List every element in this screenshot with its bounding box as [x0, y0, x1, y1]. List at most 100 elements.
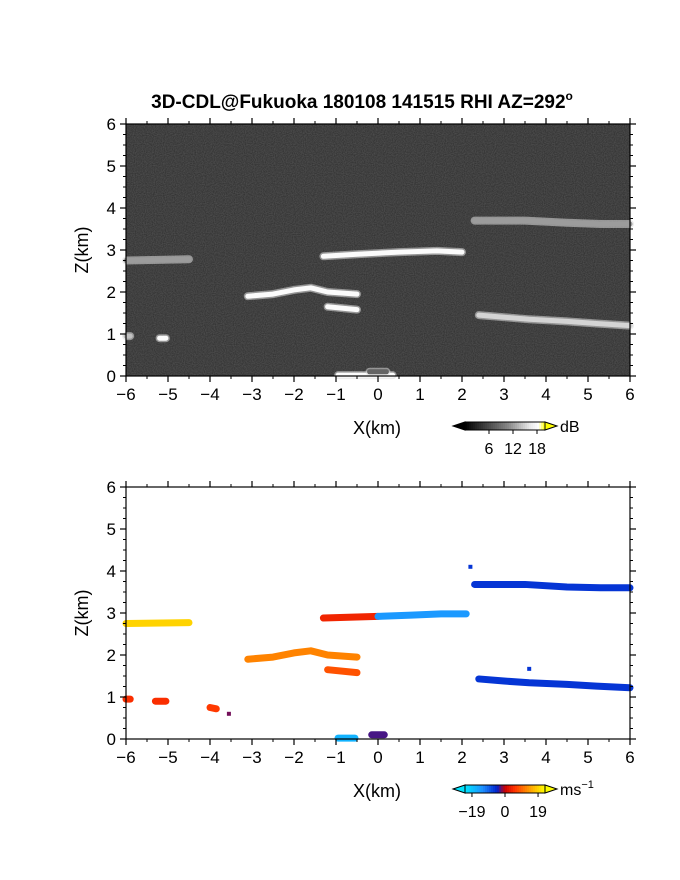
dop-colorbar-segment — [473, 785, 476, 793]
dop-colorbar-segment — [471, 785, 474, 793]
dop-colorbar-segment — [527, 785, 530, 793]
doppler-x-ticks: −6 −5 −4 −3 −2 −1 0 1 2 3 4 5 6 — [116, 481, 635, 767]
snr-colorbar-segment — [539, 422, 542, 430]
dop-x-tick-label: −2 — [284, 748, 303, 767]
snr-colorbar-segment — [483, 422, 486, 430]
dop-colorbar-segment — [521, 785, 524, 793]
dop-colorbar-segment — [487, 785, 490, 793]
dop-colorbar-segment — [467, 785, 470, 793]
snr-colorbar-segment — [497, 422, 500, 430]
dop-y-tick-label: 1 — [107, 688, 116, 707]
dop-y-tick-label: 4 — [107, 562, 116, 581]
snr-y-tick-label: 0 — [107, 367, 116, 386]
dop-colorbar-segment — [485, 785, 488, 793]
snr-marks — [122, 216, 634, 380]
snr-x-axis-label: X(km) — [353, 418, 401, 438]
doppler-x-axis-label: X(km) — [353, 781, 401, 801]
dop-y-tick-label: 3 — [107, 604, 116, 623]
snr-layer-2 — [325, 304, 360, 313]
snr-colorbar-segment — [473, 422, 476, 430]
snr-x-tick-label: −4 — [200, 385, 219, 404]
dop-y-tick-label: 0 — [107, 730, 116, 749]
dop-colorbar-segment — [503, 785, 506, 793]
dop-colorbar-segment — [535, 785, 538, 793]
dop-colorbar-segment — [477, 785, 480, 793]
snr-colorbar-segment — [481, 422, 484, 430]
snr-colorbar-segment — [527, 422, 530, 430]
dop-x-tick-label: 5 — [583, 748, 592, 767]
figure-title: 3D-CDL@Fukuoka 180108 141515 RHI AZ=292o — [151, 89, 573, 113]
dop-x-tick-label: 1 — [415, 748, 424, 767]
dop-layer-5 — [471, 580, 634, 592]
dop-x-tick-label: 4 — [541, 748, 550, 767]
snr-colorbar-segment — [529, 422, 532, 430]
dop-colorbar-segment — [507, 785, 510, 793]
dop-colorbar-segment — [513, 785, 516, 793]
snr-colorbar-segment — [487, 422, 490, 430]
snr-colorbar-segment — [469, 422, 472, 430]
snr-y-tick-label: 6 — [107, 115, 116, 134]
snr-colorbar-segment — [543, 422, 546, 430]
dop-layer-6 — [475, 675, 634, 692]
dop-x-tick-label: −4 — [200, 748, 219, 767]
snr-y-tick-label: 4 — [107, 199, 116, 218]
dop-layer-12 — [468, 564, 473, 569]
dop-layer-2 — [324, 666, 361, 677]
dop-colorbar-segment — [501, 785, 504, 793]
snr-colorbar-segment — [471, 422, 474, 430]
dop-colorbar-segment — [525, 785, 528, 793]
snr-colorbar-segment — [467, 422, 470, 430]
snr-colorbar-segment — [521, 422, 524, 430]
dop-layer-14 — [206, 704, 220, 713]
dop-colorbar-segment — [515, 785, 518, 793]
dop-colorbar-segment — [475, 785, 478, 793]
snr-colorbar-segment — [541, 422, 544, 430]
dop-colorbar-segment — [523, 785, 526, 793]
snr-colorbar-segment — [531, 422, 534, 430]
snr-x-tick-label: −2 — [284, 385, 303, 404]
snr-x-tick-label: −6 — [116, 385, 135, 404]
dop-colorbar-tick-label: 19 — [529, 804, 547, 821]
dop-colorbar-segment — [509, 785, 512, 793]
snr-y-axis-label: Z(km) — [72, 227, 92, 274]
dop-colorbar-tick-label: 0 — [501, 804, 510, 821]
snr-x-tick-label: 5 — [583, 385, 592, 404]
snr-colorbar-tick-label: 6 — [485, 441, 494, 458]
dop-x-tick-label: 2 — [457, 748, 466, 767]
dop-colorbar-segment — [469, 785, 472, 793]
snr-x-tick-label: −5 — [158, 385, 177, 404]
snr-x-ticks: −6 −5 −4 −3 −2 −1 0 1 2 3 4 5 6 — [116, 118, 635, 404]
dop-colorbar-tick-label: −19 — [458, 804, 485, 821]
dop-colorbar-segment — [499, 785, 502, 793]
dop-colorbar-segment — [531, 785, 534, 793]
dop-colorbar-segment — [533, 785, 536, 793]
snr-colorbar-segment — [537, 422, 540, 430]
snr-y-ticks: 0 1 2 3 4 5 6 — [107, 115, 636, 386]
dop-colorbar-segment — [465, 785, 468, 793]
dop-colorbar-segment — [479, 785, 482, 793]
snr-colorbar-segment — [485, 422, 488, 430]
snr-colorbar-segment — [479, 422, 482, 430]
dop-colorbar-segment — [529, 785, 532, 793]
dop-colorbar-segment — [541, 785, 544, 793]
snr-y-tick-label: 1 — [107, 325, 116, 344]
snr-y-tick-label: 3 — [107, 241, 116, 260]
snr-colorbar-segment — [517, 422, 520, 430]
snr-x-tick-label: 3 — [499, 385, 508, 404]
dop-x-tick-label: −6 — [116, 748, 135, 767]
dop-x-tick-label: 3 — [499, 748, 508, 767]
snr-colorbar-segment — [489, 422, 492, 430]
snr-colorbar-segment — [477, 422, 480, 430]
dop-colorbar-segment — [497, 785, 500, 793]
dop-layer-13 — [527, 666, 532, 671]
snr-layer-4 — [472, 218, 633, 227]
doppler-colorbar: −19 0 19 ms−1 — [451, 779, 594, 821]
snr-colorbar-segment — [519, 422, 522, 430]
dop-colorbar-segment — [517, 785, 520, 793]
snr-layer-5 — [476, 312, 633, 329]
snr-y-tick-label: 2 — [107, 283, 116, 302]
dop-y-tick-label: 6 — [107, 478, 116, 497]
snr-x-tick-label: 6 — [625, 385, 634, 404]
